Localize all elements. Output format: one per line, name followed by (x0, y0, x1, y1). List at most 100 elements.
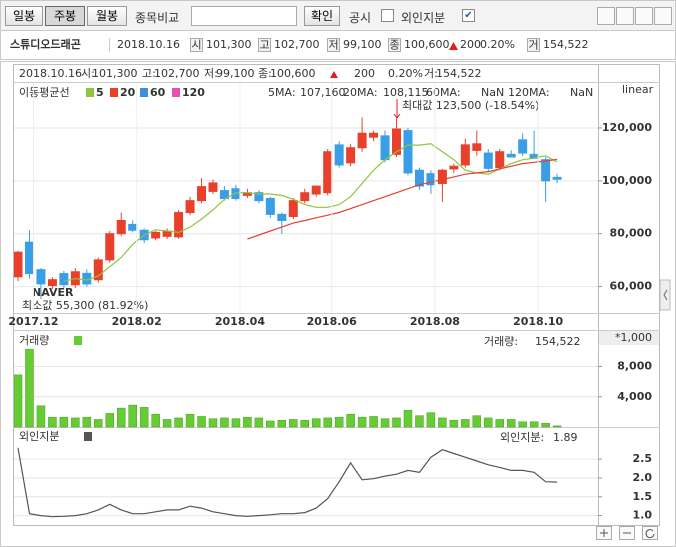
candle-body (323, 151, 333, 194)
candle-body (254, 192, 264, 202)
volume-bar (334, 416, 344, 428)
volume-bar (162, 419, 172, 428)
volume-bar (105, 413, 115, 428)
x-tick-label: 2018.02 (112, 315, 162, 328)
period-button[interactable]: 월봉 (87, 6, 127, 26)
volume-bar (426, 412, 436, 428)
volume-bar (472, 415, 482, 428)
candle-body (151, 231, 161, 239)
panel-legend-value: 154,522 (535, 335, 581, 348)
y-tick-label: 60,000 (610, 280, 653, 293)
legend-label: 20 (120, 86, 136, 99)
header-key: 저: (204, 67, 218, 80)
ownership-line (17, 447, 558, 518)
info-icon-letter: 거 (528, 39, 538, 52)
info-change: 200 (460, 38, 481, 51)
panel-legend-label: 외인지분: (500, 431, 544, 444)
y-tick-label: 1.0 (633, 509, 653, 522)
volume-bar (277, 419, 287, 428)
period-button[interactable]: 주봉 (45, 6, 85, 26)
info-value: 154,522 (543, 38, 589, 51)
volume-bar (449, 419, 459, 428)
candle-body (93, 259, 103, 281)
option-label: 외인지분 (401, 11, 446, 25)
y-tick-label: 2.0 (633, 471, 653, 484)
option-checkbox[interactable]: ✔ (462, 9, 475, 22)
compare-input[interactable] (191, 6, 297, 26)
volume-bar (529, 421, 539, 428)
volume-bar (266, 420, 275, 428)
y-tick-label: 80,000 (610, 227, 653, 240)
volume-bar (484, 417, 493, 428)
legend-swatch (172, 88, 180, 97)
header-value: 154,522 (436, 67, 482, 80)
ma-legend-value: 107,160 (300, 86, 346, 99)
volume-bar (461, 419, 470, 428)
volume-bar (380, 418, 390, 428)
volume-bar (220, 417, 229, 428)
candle-body (472, 143, 482, 151)
volume-bar (231, 418, 241, 428)
header-value: 101,300 (92, 67, 138, 80)
tool-icon[interactable] (654, 7, 672, 25)
volume-bar (346, 413, 355, 428)
tool-icon[interactable] (616, 7, 634, 25)
toolbar: 일봉 주봉 월봉 종목비교 확인 공시 외인지분 ✔ (0, 0, 676, 31)
tool-icon[interactable] (597, 7, 615, 25)
candle-body (14, 251, 23, 278)
ma-legend-value: NaN (481, 86, 504, 99)
legend-label: 5 (96, 86, 104, 99)
confirm-button[interactable]: 확인 (304, 6, 340, 26)
info-icon-letter: 시 (191, 39, 201, 52)
candle-body (403, 130, 413, 174)
volume-bar (174, 417, 183, 428)
ma-legend-label: 5MA: (268, 86, 296, 99)
collapse-tab (659, 279, 671, 311)
candles (14, 117, 562, 299)
stock-name: 스튜디오드래곤 (10, 37, 81, 51)
volume-bar (438, 417, 447, 428)
candle-body (311, 185, 321, 195)
candle-body (185, 200, 195, 214)
info-date: 2018.10.16 (117, 38, 180, 51)
watermark: NAVER (32, 286, 74, 299)
zoom-glyph (600, 529, 608, 537)
volume-bar (151, 413, 160, 428)
period-button[interactable]: 일봉 (5, 6, 43, 26)
panel-title: 외인지분 (19, 430, 59, 443)
candle-body (208, 182, 218, 192)
candle-body (552, 176, 562, 180)
compare-label: 종목비교 (135, 11, 180, 25)
info-value: 100,600 (404, 38, 450, 51)
candle-body (36, 269, 46, 285)
y-tick-label: 1.5 (633, 490, 653, 503)
candle-body (518, 139, 528, 154)
header-value: 100,600 (270, 67, 316, 80)
tool-icon[interactable] (635, 7, 653, 25)
ma-legend-label: 60MA: (426, 86, 461, 99)
legend-label: 60 (150, 86, 166, 99)
ma-legend-value: NaN (570, 86, 593, 99)
volume-bar (116, 407, 126, 428)
header-key: 고: (142, 67, 156, 80)
option-checkbox[interactable] (381, 9, 394, 22)
volume-bar (311, 418, 321, 428)
volume-bar (552, 425, 562, 428)
info-value: 101,300 (206, 38, 252, 51)
candle-body (357, 132, 367, 149)
info-icon (388, 38, 401, 52)
candle-body (47, 279, 57, 287)
max-arrow-head (393, 113, 401, 119)
info-value: 102,700 (274, 38, 320, 51)
collapse-arrow (663, 289, 668, 301)
zoom-glyph (645, 529, 655, 539)
legend-label: 120 (182, 86, 205, 99)
volume-bar (392, 417, 401, 428)
volume-bar (300, 419, 309, 428)
volume-bar (506, 419, 516, 428)
candle-body (219, 190, 229, 200)
header-value: 102,700 (154, 67, 200, 80)
volume-bar (71, 417, 80, 428)
volume-bar (541, 422, 550, 428)
